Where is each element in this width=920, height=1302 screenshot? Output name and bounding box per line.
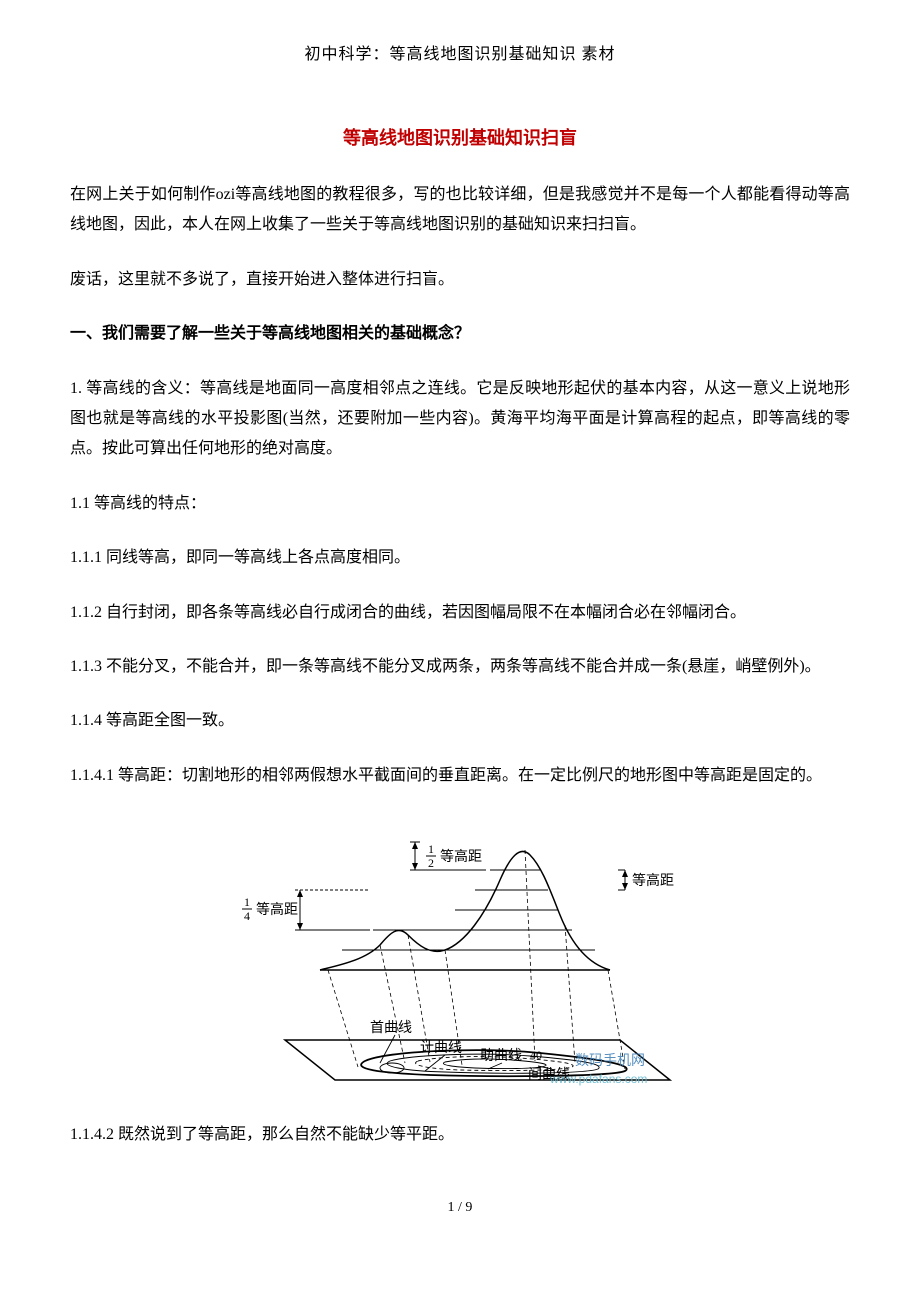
section-1-heading: 一、我们需要了解一些关于等高线地图相关的基础概念？ — [70, 319, 850, 349]
intro-paragraph-2: 废话，这里就不多说了，直接开始进入整体进行扫盲。 — [70, 265, 850, 295]
document-title: 等高线地图识别基础知识扫盲 — [70, 124, 850, 150]
paragraph-1-1-1: 1.1.1 同线等高，即同一等高线上各点高度相同。 — [70, 543, 850, 573]
paragraph-1-1-4: 1.1.4 等高距全图一致。 — [70, 706, 850, 736]
svg-text:1: 1 — [428, 842, 434, 856]
svg-text:1: 1 — [244, 895, 250, 909]
label-shou-line: 首曲线 — [370, 1020, 412, 1036]
page-number: 1 / 9 — [70, 1200, 850, 1216]
paragraph-1-1-4-1: 1.1.4.1 等高距：切割地形的相邻两假想水平截面间的垂直距离。在一定比例尺的… — [70, 761, 850, 791]
figure-container: 等高距 1 2 等高距 1 — [70, 815, 850, 1100]
paragraph-1: 1. 等高线的含义：等高线是地面同一高度相邻点之连线。它是反映地形起伏的基本内容… — [70, 374, 850, 465]
paragraph-1-1: 1.1 等高线的特点： — [70, 489, 850, 519]
intro-paragraph-1: 在网上关于如何制作ozi等高线地图的教程很多，写的也比较详细，但是我感觉并不是每… — [70, 180, 850, 241]
document-header: 初中科学：等高线地图识别基础知识 素材 — [70, 40, 850, 64]
label-half-dist: 等高距 — [440, 848, 482, 865]
watermark-text-1: 数码手机网 — [575, 1052, 645, 1068]
svg-text:2: 2 — [428, 856, 434, 870]
label-zhu-line: 助曲线 — [480, 1048, 522, 1064]
label-quarter-dist: 等高距 — [256, 901, 298, 918]
label-40: 40 — [530, 1048, 542, 1062]
watermark-text-2: www.pdafans.com — [549, 1072, 647, 1086]
paragraph-1-1-3: 1.1.3 不能分叉，不能合并，即一条等高线不能分叉成两条，两条等高线不能合并成… — [70, 652, 850, 682]
paragraph-1-1-4-2: 1.1.4.2 既然说到了等高距，那么自然不能缺少等平距。 — [70, 1120, 850, 1150]
document-page: 初中科学：等高线地图识别基础知识 素材 等高线地图识别基础知识扫盲 在网上关于如… — [0, 0, 920, 1276]
label-ji-line: 计曲线 — [420, 1040, 462, 1056]
contour-diagram: 等高距 1 2 等高距 1 — [230, 815, 690, 1095]
label-full-dist: 等高距 — [632, 872, 674, 889]
paragraph-1-1-2: 1.1.2 自行封闭，即各条等高线必自行成闭合的曲线，若因图幅局限不在本幅闭合必… — [70, 598, 850, 628]
svg-text:4: 4 — [244, 909, 250, 923]
